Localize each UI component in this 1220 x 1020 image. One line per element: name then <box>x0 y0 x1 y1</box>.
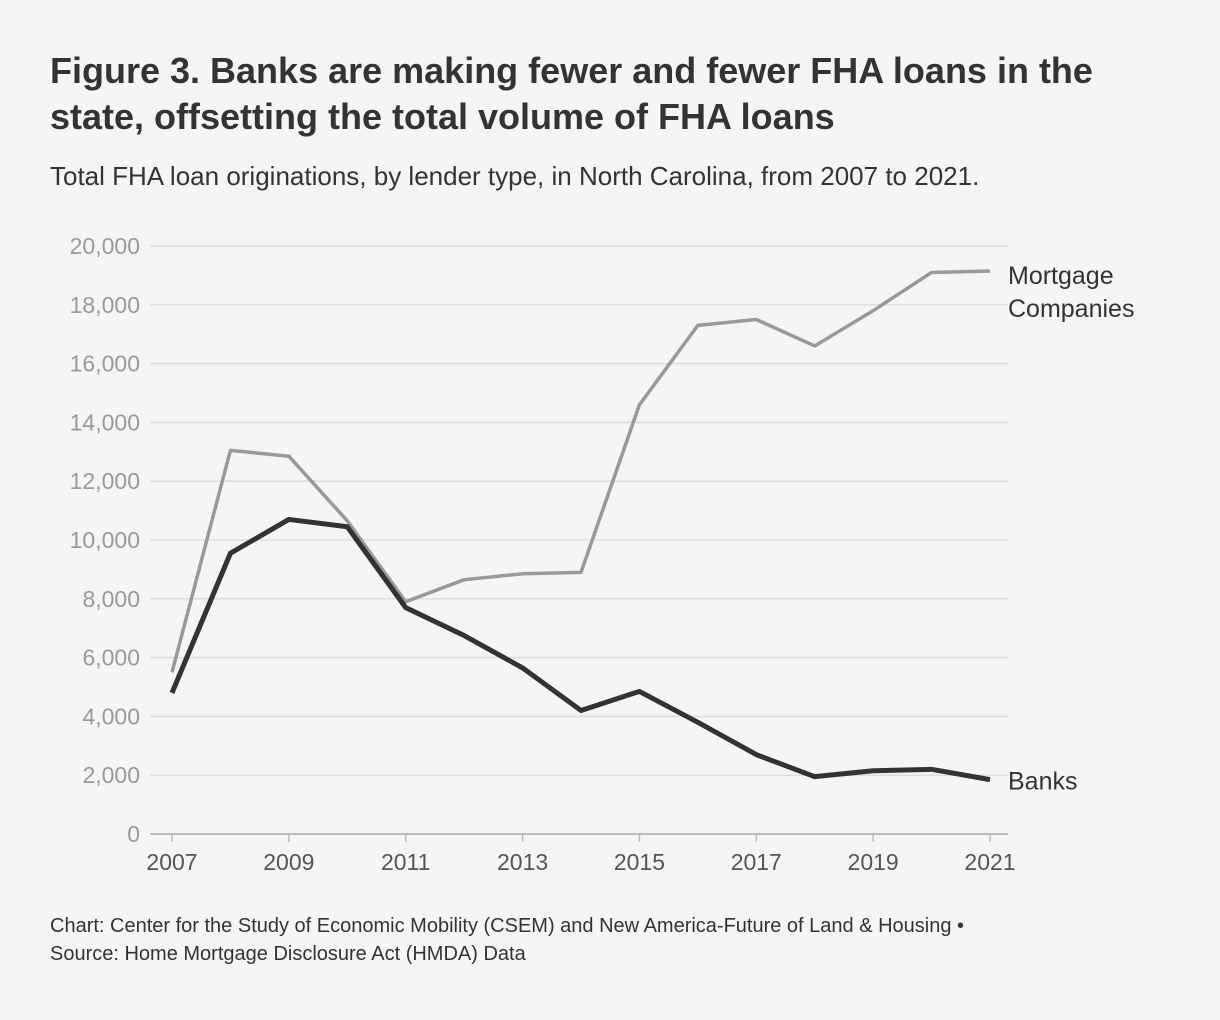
series-line-mortgage-companies <box>170 269 991 673</box>
series-lines <box>169 269 991 783</box>
x-tick-label: 2007 <box>146 849 197 875</box>
gridlines <box>150 245 1008 835</box>
series-label-mortgage-companies: Mortgage <box>1008 262 1114 290</box>
series-line-banks <box>169 516 991 783</box>
y-tick-label: 2,000 <box>82 762 140 788</box>
chart-footer: Chart: Center for the Study of Economic … <box>50 912 1200 968</box>
chart-title: Figure 3. Banks are making fewer and few… <box>50 50 1093 137</box>
y-tick-label: 12,000 <box>70 468 140 494</box>
y-tick-label: 8,000 <box>82 586 140 612</box>
y-tick-label: 10,000 <box>70 527 140 553</box>
x-tick-label: 2017 <box>731 849 782 875</box>
series-label-banks: Banks <box>1008 768 1077 796</box>
y-axis-ticks: 0 2,000 4,000 6,000 8,000 10,000 12,000 14,000 1… <box>70 233 140 847</box>
series-labels: Mortgage Companies Banks <box>1008 262 1134 796</box>
y-tick-label: 20,000 <box>70 233 140 259</box>
x-tick-label: 2015 <box>614 849 665 875</box>
y-tick-label: 6,000 <box>82 645 140 671</box>
x-tick-label: 2011 <box>381 849 430 875</box>
footer-source: Source: Home Mortgage Disclosure Act (HM… <box>50 943 526 965</box>
y-tick-label: 18,000 <box>70 292 140 318</box>
y-tick-label: 14,000 <box>70 409 140 435</box>
x-tick-label: 2013 <box>497 849 548 875</box>
y-tick-label: 0 <box>127 821 140 847</box>
footer-credit: Chart: Center for the Study of Economic … <box>50 915 965 937</box>
y-tick-label: 16,000 <box>70 351 140 377</box>
x-tick-label: 2021 <box>964 849 1015 875</box>
x-tick-label: 2009 <box>263 849 314 875</box>
chart-subtitle: Total FHA loan originations, by lender t… <box>50 161 980 191</box>
x-axis-ticks: 2007 2009 2011 2013 2015 2017 2019 2021 <box>146 834 1016 875</box>
series-label-mortgage-companies: Companies <box>1008 295 1134 323</box>
y-tick-label: 4,000 <box>82 703 140 729</box>
x-tick-label: 2019 <box>848 849 899 875</box>
